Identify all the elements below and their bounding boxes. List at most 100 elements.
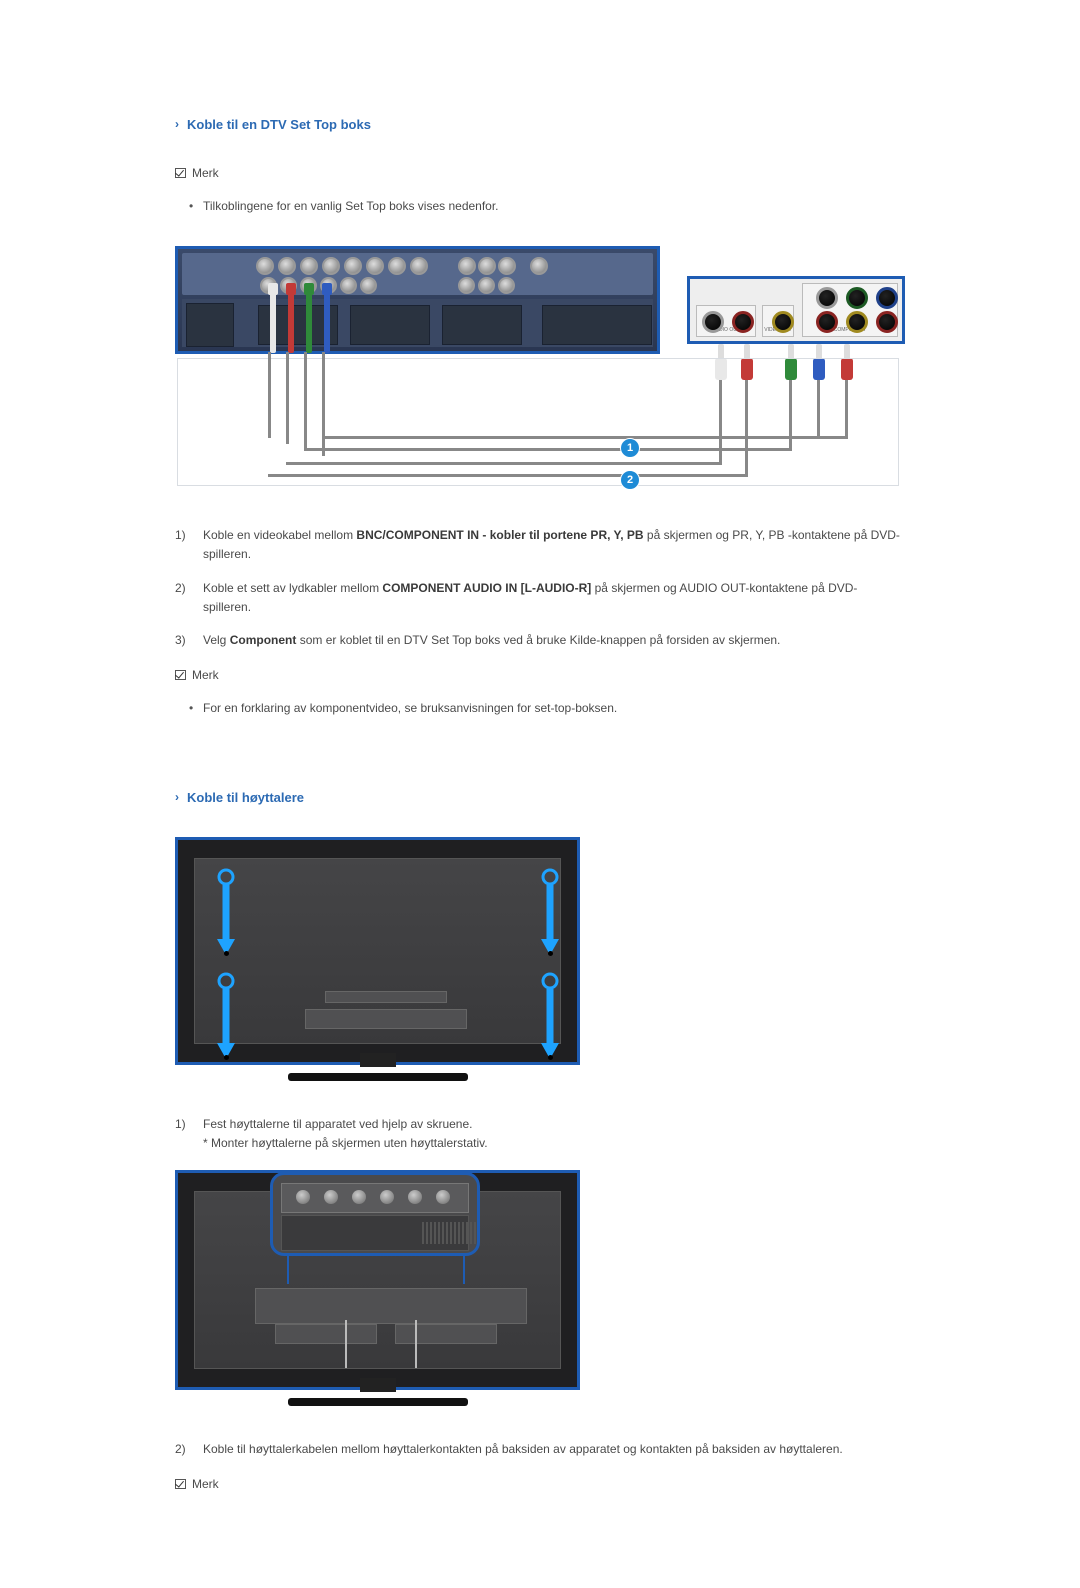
diagram-speaker-cable — [175, 1170, 580, 1410]
slot-icon — [442, 305, 522, 345]
wire — [286, 462, 722, 465]
vent-slit — [426, 1222, 428, 1244]
section-title-speakers: › Koble til høyttalere — [175, 788, 905, 809]
zoom-panel: AUDIO OUTVIDEO OUTCOMPONENT — [687, 276, 905, 344]
vent-slit — [474, 1222, 476, 1244]
step-number: 2) — [175, 1440, 203, 1459]
cable-icon — [324, 293, 330, 353]
section-title-dtv: › Koble til en DTV Set Top boks — [175, 115, 905, 136]
leader-line — [463, 1254, 465, 1284]
monitor-back — [175, 837, 580, 1065]
jack-icon — [732, 311, 754, 333]
jack-icon — [352, 1190, 366, 1204]
connector-bar — [255, 1288, 527, 1324]
wire — [322, 436, 848, 439]
arrow-icon — [535, 867, 565, 957]
cable-icon — [306, 293, 312, 353]
jack-icon — [380, 1190, 394, 1204]
bullet-text: Tilkoblingene for en vanlig Set Top boks… — [203, 199, 499, 213]
vent-slit — [466, 1222, 468, 1244]
arrow-icon — [211, 971, 241, 1061]
bullet-list: For en forklaring av komponentvideo, se … — [175, 699, 905, 718]
vent-slit — [422, 1222, 424, 1244]
note-label: Merk — [192, 166, 219, 180]
vent-slit — [470, 1222, 472, 1244]
slot-icon — [350, 305, 430, 345]
panel-slot — [275, 1324, 377, 1344]
bullet-text: For en forklaring av komponentvideo, se … — [203, 701, 617, 715]
step-number: 3) — [175, 631, 203, 650]
note-line: Merk — [175, 666, 905, 685]
panel-slot — [395, 1324, 497, 1344]
jack-icon — [296, 1190, 310, 1204]
plug-icon — [322, 283, 332, 295]
cable-icon — [270, 293, 276, 353]
jack-icon — [846, 311, 868, 333]
zoom-callout — [270, 1172, 480, 1256]
note-line: Merk — [175, 1475, 905, 1494]
vent-slit — [446, 1222, 448, 1244]
list-item: Tilkoblingene for en vanlig Set Top boks… — [193, 197, 905, 216]
cable-icon — [288, 293, 294, 353]
wire — [745, 380, 748, 474]
note-label: Merk — [192, 1477, 219, 1491]
wire — [322, 352, 325, 456]
vent-slit — [450, 1222, 452, 1244]
plug-icon — [268, 283, 278, 295]
jack-icon — [772, 311, 794, 333]
vent-slit — [430, 1222, 432, 1244]
vent-slit — [438, 1222, 440, 1244]
step-text: Koble et sett av lydkabler mellom COMPON… — [203, 579, 905, 617]
wire — [268, 352, 271, 438]
plug-icon — [304, 283, 314, 295]
monitor-panel — [194, 858, 561, 1044]
diagram-stb-connection: AUDIO OUTVIDEO OUTCOMPONENT 12 — [175, 246, 905, 496]
list-item: 3) Velg Component som er koblet til en D… — [175, 631, 905, 650]
settop-box — [175, 246, 660, 354]
arrow-icon — [535, 971, 565, 1061]
callout-badge: 2 — [620, 470, 640, 490]
list-item: 1) Fest høyttalerne til apparatet ved hj… — [175, 1115, 905, 1153]
monitor-stand — [288, 1390, 468, 1410]
list-item: 1) Koble en videokabel mellom BNC/COMPON… — [175, 526, 905, 564]
slot-icon — [542, 305, 652, 345]
wire — [268, 474, 748, 477]
section-title-text: Koble til en DTV Set Top boks — [187, 117, 371, 132]
check-icon — [175, 168, 186, 178]
numbered-list: 1) Koble en videokabel mellom BNC/COMPON… — [175, 526, 905, 650]
chevron-right-icon: › — [175, 115, 179, 134]
jack-icon — [408, 1190, 422, 1204]
vent-slit — [454, 1222, 456, 1244]
section-title-text: Koble til høyttalere — [187, 790, 304, 805]
step-text: Koble en videokabel mellom BNC/COMPONENT… — [203, 526, 905, 564]
wire — [304, 352, 307, 450]
arrow-icon — [211, 867, 241, 957]
vent-slit — [462, 1222, 464, 1244]
diagram-speaker-mount — [175, 837, 580, 1085]
step-text: Fest høyttalerne til apparatet ved hjelp… — [203, 1115, 905, 1153]
jack-icon — [816, 287, 838, 309]
step-number: 1) — [175, 1115, 203, 1153]
chevron-right-icon: › — [175, 788, 179, 807]
jack-icon — [324, 1190, 338, 1204]
jack-icon — [816, 311, 838, 333]
step-number: 2) — [175, 579, 203, 617]
check-icon — [175, 1479, 186, 1489]
slot-icon — [186, 303, 234, 347]
check-icon — [175, 670, 186, 680]
panel-slot — [305, 1009, 467, 1029]
note-line: Merk — [175, 164, 905, 183]
vent-slit — [458, 1222, 460, 1244]
vent-slit — [442, 1222, 444, 1244]
wire — [845, 380, 848, 436]
wire — [817, 380, 820, 436]
jack-icon — [846, 287, 868, 309]
wire — [789, 380, 792, 448]
jack-icon — [876, 311, 898, 333]
wire — [719, 380, 722, 462]
panel-slot — [325, 991, 447, 1003]
list-item: 2) Koble et sett av lydkabler mellom COM… — [175, 579, 905, 617]
jack-icon — [702, 311, 724, 333]
vent-slit — [434, 1222, 436, 1244]
jack-icon — [876, 287, 898, 309]
